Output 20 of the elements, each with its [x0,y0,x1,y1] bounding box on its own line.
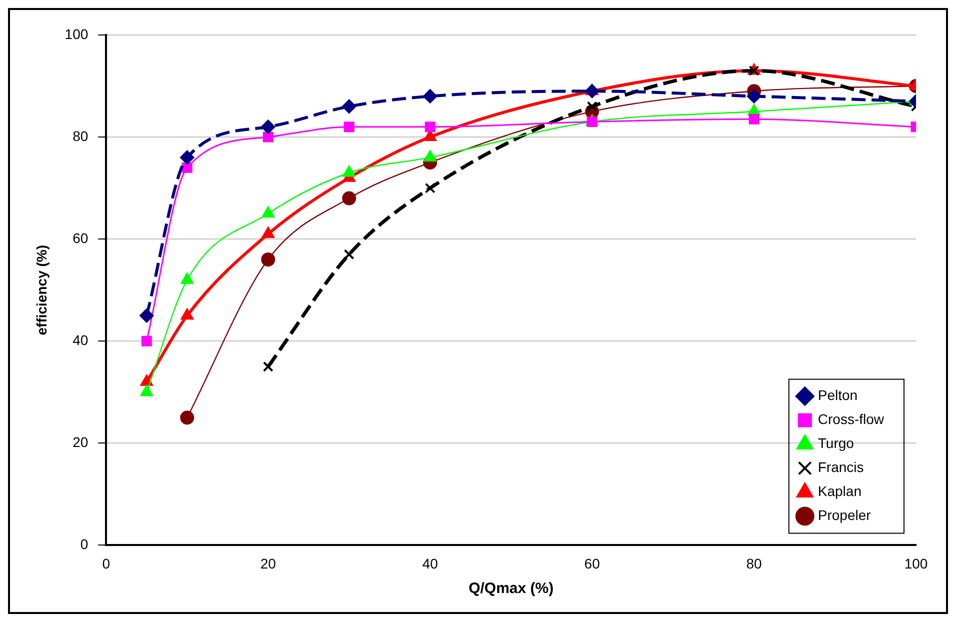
x-tick-label: 60 [584,555,600,572]
legend-label: Kaplan [818,483,862,500]
x-tick-label: 80 [746,555,762,572]
legend-label: Turgo [818,435,854,452]
legend-label: Pelton [818,387,858,404]
x-tick-label: 20 [260,555,276,572]
legend-label: Francis [818,459,864,476]
y-tick-label: 20 [72,434,88,450]
y-tick-label: 40 [72,332,88,348]
x-tick-label: 100 [904,555,928,572]
y-axis-title: efficiency (%) [33,244,50,336]
x-tick-label: 0 [102,555,110,572]
legend-label: Cross-flow [818,411,885,428]
y-tick-label: 80 [72,128,88,144]
x-axis-title: Q/Qmax (%) [468,580,554,598]
legend-label: Propeler [818,507,872,524]
x-tick-label: 40 [422,555,438,572]
y-tick-label: 0 [80,536,88,552]
y-tick-label: 100 [64,26,88,42]
y-tick-label: 60 [72,230,88,246]
